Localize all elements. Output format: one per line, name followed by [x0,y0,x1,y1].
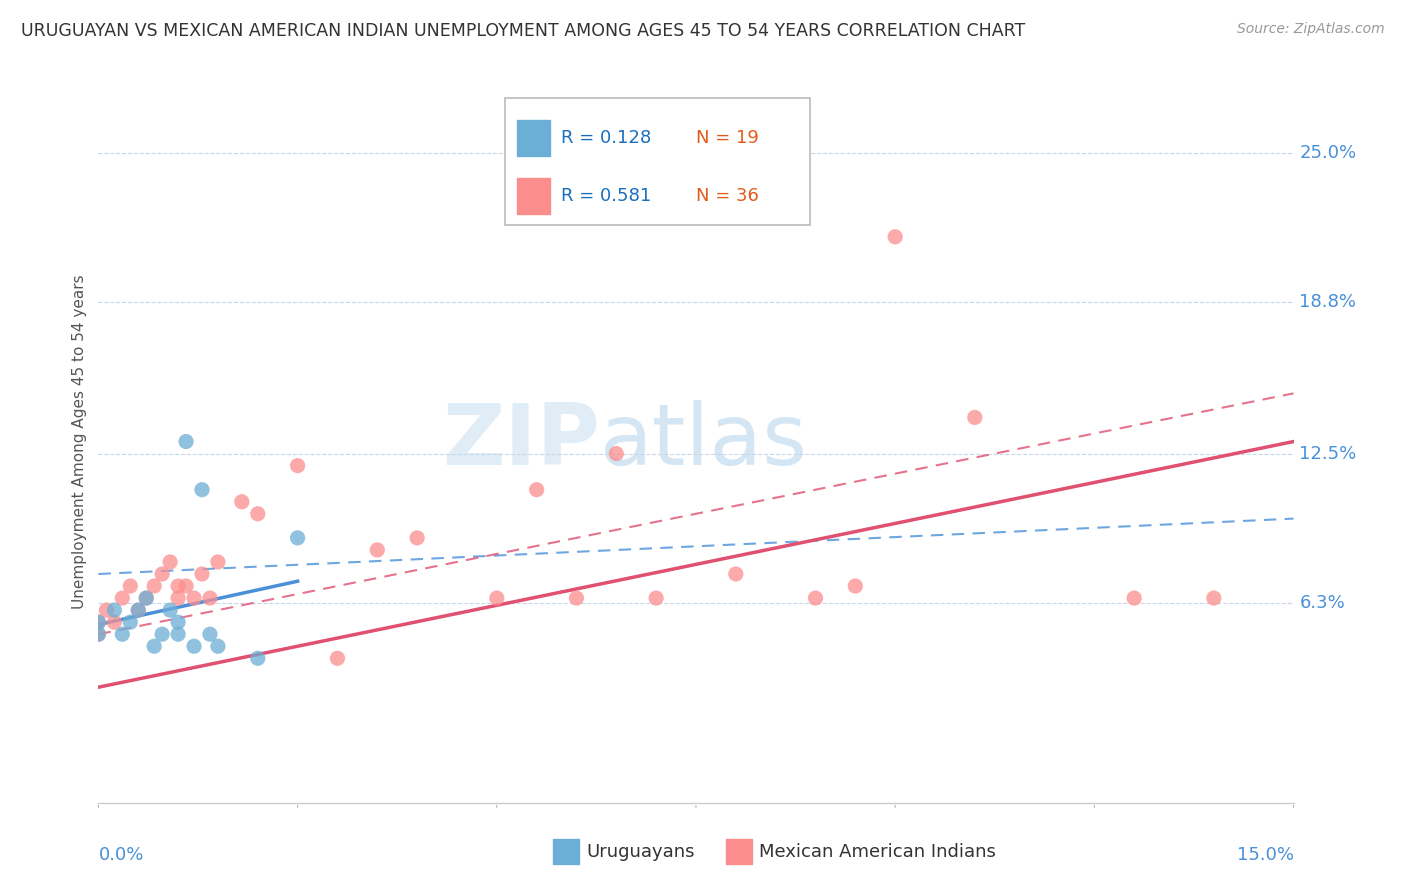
Text: 12.5%: 12.5% [1299,444,1357,463]
Text: N = 36: N = 36 [696,187,759,205]
Point [183,639,205,653]
Point [103,603,125,617]
Point [1123,591,1146,606]
Point [87,627,110,641]
Point [183,591,205,606]
Point [246,507,269,521]
Point [120,615,142,630]
Point [645,591,668,606]
Point [366,542,388,557]
Point [326,651,349,665]
Text: R = 0.581: R = 0.581 [561,187,651,205]
Text: Source: ZipAtlas.com: Source: ZipAtlas.com [1237,22,1385,37]
Point [150,627,173,641]
Point [844,579,866,593]
Text: 6.3%: 6.3% [1299,594,1346,612]
Point [605,446,627,460]
Point [884,230,907,244]
Point [127,603,149,617]
Bar [553,838,579,864]
Point [143,579,166,593]
Point [231,494,253,508]
Text: R = 0.128: R = 0.128 [561,129,651,147]
Point [191,567,214,582]
Point [174,434,197,449]
Point [174,579,197,593]
Point [198,591,221,606]
Point [963,410,986,425]
Text: 18.8%: 18.8% [1299,293,1357,310]
FancyBboxPatch shape [505,98,810,225]
Point [127,603,149,617]
Text: 15.0%: 15.0% [1236,847,1294,864]
Point [87,615,110,630]
Point [526,483,548,497]
Point [87,627,110,641]
Point [150,567,173,582]
Point [120,579,142,593]
Point [111,591,134,606]
Text: URUGUAYAN VS MEXICAN AMERICAN INDIAN UNEMPLOYMENT AMONG AGES 45 TO 54 YEARS CORR: URUGUAYAN VS MEXICAN AMERICAN INDIAN UNE… [21,22,1025,40]
Text: 0.0%: 0.0% [98,847,143,864]
Y-axis label: Unemployment Among Ages 45 to 54 years: Unemployment Among Ages 45 to 54 years [72,274,87,609]
Point [287,531,309,545]
Point [143,639,166,653]
Point [406,531,429,545]
Point [159,603,181,617]
Point [167,591,190,606]
Point [159,555,181,569]
Text: Uruguayans: Uruguayans [586,843,695,861]
Point [135,591,157,606]
Text: ZIP: ZIP [443,400,600,483]
Bar [725,838,752,864]
Point [167,627,190,641]
Point [191,483,214,497]
Bar [517,120,550,156]
Point [804,591,827,606]
Point [485,591,508,606]
Point [96,603,118,617]
Point [135,591,157,606]
Point [724,567,747,582]
Point [565,591,588,606]
Point [246,651,269,665]
Text: atlas: atlas [600,400,808,483]
Point [167,615,190,630]
Point [87,615,110,630]
Point [103,615,125,630]
Point [111,627,134,641]
Point [207,639,229,653]
Point [1202,591,1225,606]
Point [207,555,229,569]
Point [198,627,221,641]
Text: N = 19: N = 19 [696,129,759,147]
Bar [517,178,550,214]
Text: Mexican American Indians: Mexican American Indians [759,843,997,861]
Point [287,458,309,473]
Point [167,579,190,593]
Text: 25.0%: 25.0% [1299,144,1357,161]
